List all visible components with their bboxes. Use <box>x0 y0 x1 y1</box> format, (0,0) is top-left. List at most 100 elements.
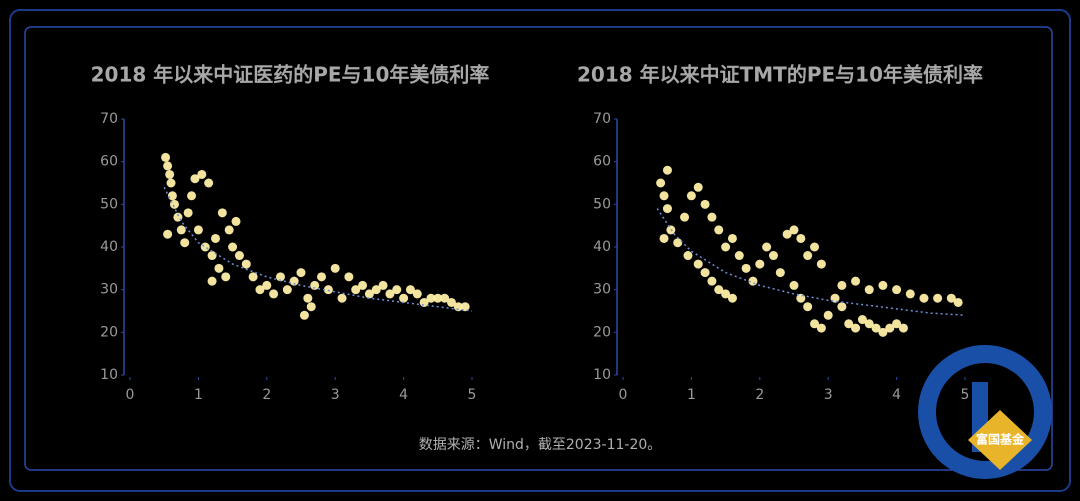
scatter-point <box>337 293 347 303</box>
scatter-point <box>673 238 683 248</box>
scatter-point <box>892 285 902 295</box>
scatter-point <box>693 259 703 269</box>
y-tick-label: 60 <box>593 154 611 170</box>
scatter-point <box>296 268 306 278</box>
scatter-point <box>683 251 693 261</box>
scatter-point <box>214 263 224 273</box>
scatter-point <box>714 285 724 295</box>
scatter-point <box>837 280 847 290</box>
scatter-point <box>207 276 217 286</box>
y-tick-label: 40 <box>100 239 118 255</box>
chart-title: 2018 年以来中证医药的PE与10年美债利率 <box>91 63 490 87</box>
scatter-point <box>721 289 731 299</box>
scatter-point <box>190 174 200 184</box>
scatter-point <box>662 165 672 175</box>
scatter-point <box>453 302 463 312</box>
scatter-point <box>165 169 175 179</box>
scatter-point <box>953 297 963 307</box>
scatter-point <box>306 302 316 312</box>
scatter-point <box>727 293 737 303</box>
scatter-point <box>656 178 666 188</box>
scatter-point <box>323 285 333 295</box>
scatter-point <box>714 225 724 235</box>
y-tick-label: 60 <box>100 154 118 170</box>
logo: 富国基金 <box>918 345 1052 479</box>
scatter-point <box>310 280 320 290</box>
scatter-point <box>755 259 765 269</box>
x-tick-label: 4 <box>399 387 408 403</box>
logo-diamond <box>968 410 1032 470</box>
scatter-point <box>197 169 207 179</box>
scatter-point <box>166 178 176 188</box>
scatter-point <box>193 225 203 235</box>
scatter-point <box>289 276 299 286</box>
scatter-point <box>446 297 456 307</box>
scatter-point <box>161 152 171 162</box>
scatter-point <box>693 182 703 192</box>
scatter-point <box>303 293 313 303</box>
x-tick-label: 3 <box>331 387 340 403</box>
scatter-point <box>851 276 861 286</box>
scatter-point <box>255 285 265 295</box>
scatter-point <box>892 319 902 329</box>
scatter-point <box>878 280 888 290</box>
scatter-point <box>217 208 227 218</box>
scatter-point <box>221 272 231 282</box>
scatter-point <box>344 272 354 282</box>
scatter-point <box>816 323 826 333</box>
scatter-point <box>810 242 820 252</box>
x-tick-label: 0 <box>619 387 628 403</box>
y-tick-label: 30 <box>593 282 611 298</box>
scatter-point <box>440 293 450 303</box>
scatter-point <box>837 302 847 312</box>
trend-line <box>656 208 966 317</box>
scatter-point <box>200 242 210 252</box>
x-tick-label: 0 <box>126 387 135 403</box>
y-tick-label: 50 <box>100 196 118 212</box>
scatter-point <box>803 251 813 261</box>
scatter-point <box>269 289 279 299</box>
scatter-point <box>810 319 820 329</box>
x-tick-label: 1 <box>687 387 696 403</box>
scatter-point <box>433 293 443 303</box>
y-tick-label: 40 <box>593 239 611 255</box>
outer-frame <box>9 9 1071 492</box>
scatter-point <box>782 229 792 239</box>
scatter-point <box>234 251 244 261</box>
y-tick-label: 50 <box>593 196 611 212</box>
logo-ring <box>918 345 1052 479</box>
scatter-point <box>946 293 956 303</box>
scatter-point <box>789 280 799 290</box>
scatter-point <box>224 225 234 235</box>
scatter-point <box>775 268 785 278</box>
y-tick-label: 30 <box>100 282 118 298</box>
inner-frame <box>24 26 1053 471</box>
source-note: 数据来源：Wind，截至2023-11-20。 <box>419 437 662 453</box>
chart-title: 2018 年以来中证TMT的PE与10年美债利率 <box>577 63 983 87</box>
x-tick-label: 5 <box>961 387 970 403</box>
scatter-point <box>275 272 285 282</box>
logo-text: 富国基金 <box>976 432 1025 447</box>
scatter-point <box>241 259 251 269</box>
scatter-point <box>364 289 374 299</box>
trend-line <box>163 186 473 312</box>
scatter-point <box>686 191 696 201</box>
scatter-point <box>371 285 381 295</box>
scatter-point <box>871 323 881 333</box>
scatter-point <box>734 251 744 261</box>
x-tick-label: 1 <box>194 387 203 403</box>
x-tick-label: 4 <box>892 387 901 403</box>
x-tick-label: 5 <box>468 387 477 403</box>
scatter-point <box>163 161 173 171</box>
scatter-point <box>399 293 409 303</box>
scatter-point <box>204 178 214 188</box>
scatter-point <box>317 272 327 282</box>
scatter-point <box>789 225 799 235</box>
scatter-point <box>426 293 436 303</box>
scatter-point <box>412 289 422 299</box>
scatter-point <box>378 280 388 290</box>
scatter-point <box>659 191 669 201</box>
scatter-point <box>163 229 173 239</box>
